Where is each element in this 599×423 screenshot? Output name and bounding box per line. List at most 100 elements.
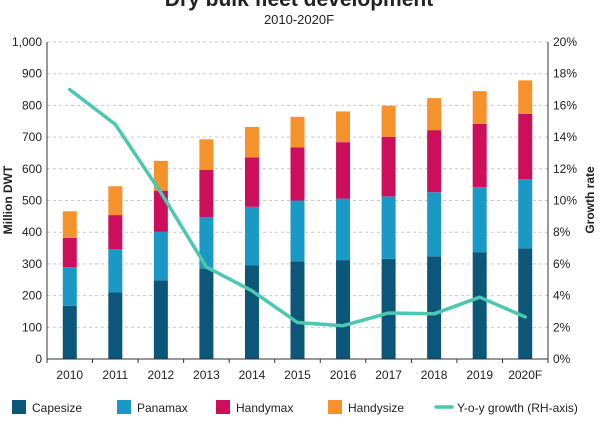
bar-panamax-2013 bbox=[199, 216, 214, 269]
y-tick-label: 700 bbox=[22, 130, 42, 144]
bar-capesize-2013 bbox=[199, 268, 214, 359]
y2-tick-label: 20% bbox=[553, 35, 577, 49]
bar-handysize-2014 bbox=[244, 126, 259, 158]
y-axis-title: Million DWT bbox=[1, 165, 15, 234]
bar-handymax-2019 bbox=[472, 123, 487, 188]
x-tick-label: 2016 bbox=[330, 368, 357, 382]
bar-handysize-2010 bbox=[62, 211, 77, 238]
y2-axis-title: Growth rate bbox=[583, 166, 597, 234]
bar-handysize-2015 bbox=[290, 116, 305, 148]
x-tick-label: 2020F bbox=[508, 368, 542, 382]
bar-handysize-2019 bbox=[472, 91, 487, 124]
y2-tick-label: 2% bbox=[553, 320, 571, 334]
y-tick-label: 900 bbox=[22, 67, 42, 81]
bar-handymax-2015 bbox=[290, 147, 305, 201]
growth-point-2012 bbox=[159, 191, 163, 195]
growth-point-2010 bbox=[68, 88, 72, 92]
x-tick-label: 2017 bbox=[375, 368, 402, 382]
y-tick-label: 200 bbox=[22, 289, 42, 303]
y-tick-label: 800 bbox=[22, 98, 42, 112]
bar-panamax-2010 bbox=[62, 267, 77, 306]
legend-label-panamax: Panamax bbox=[137, 401, 188, 415]
bar-handymax-2020f bbox=[518, 113, 533, 180]
growth-point-2013 bbox=[204, 265, 208, 269]
x-tick-label: 2015 bbox=[284, 368, 311, 382]
growth-point-2019 bbox=[478, 295, 482, 299]
growth-point-2016 bbox=[341, 324, 345, 328]
bar-handysize-2020f bbox=[518, 80, 533, 114]
bar-handymax-2014 bbox=[244, 157, 259, 207]
growth-point-2017 bbox=[387, 311, 391, 315]
chart-subtitle: 2010-2020F bbox=[264, 12, 334, 27]
legend-swatch-handymax bbox=[216, 400, 230, 414]
bar-handymax-2016 bbox=[336, 142, 351, 199]
bar-panamax-2017 bbox=[381, 196, 396, 259]
bar-capesize-2019 bbox=[472, 252, 487, 359]
x-tick-label: 2014 bbox=[239, 368, 266, 382]
growth-point-2014 bbox=[250, 289, 254, 293]
legend: Capesize Panamax Handymax Handysize Y-o-y gr… bbox=[12, 400, 578, 415]
chart-title: Dry bulk fleet development bbox=[165, 0, 433, 11]
bar-panamax-2011 bbox=[108, 249, 123, 293]
growth-line-layer bbox=[68, 87, 527, 328]
y2-tick-label: 8% bbox=[553, 225, 571, 239]
legend-swatch-panamax bbox=[117, 400, 131, 414]
y2-tick-label: 0% bbox=[553, 352, 571, 366]
legend-swatch-capesize bbox=[12, 400, 26, 414]
legend-swatch-handysize bbox=[328, 400, 342, 414]
bar-panamax-2019 bbox=[472, 187, 487, 253]
bar-handymax-2018 bbox=[427, 130, 442, 193]
bar-handysize-2013 bbox=[199, 139, 214, 170]
y2-tick-label: 10% bbox=[553, 194, 577, 208]
growth-point-2011 bbox=[113, 122, 117, 126]
bars bbox=[62, 80, 533, 359]
bar-capesize-2017 bbox=[381, 258, 396, 359]
bar-handysize-2011 bbox=[108, 186, 123, 216]
legend-label-growth: Y-o-y growth (RH-axis) bbox=[457, 401, 578, 415]
bar-handysize-2017 bbox=[381, 105, 396, 137]
y-tick-label: 400 bbox=[22, 225, 42, 239]
legend-label-capesize: Capesize bbox=[32, 401, 82, 415]
bar-panamax-2020f bbox=[518, 179, 533, 249]
y-tick-label: 0 bbox=[35, 352, 42, 366]
growth-point-2015 bbox=[296, 321, 299, 325]
y-tick-label: 600 bbox=[22, 162, 42, 176]
bar-panamax-2016 bbox=[336, 198, 351, 261]
bar-handymax-2011 bbox=[108, 215, 123, 250]
y2-tick-label: 4% bbox=[553, 289, 571, 303]
legend-label-handymax: Handymax bbox=[236, 401, 293, 415]
bar-handymax-2013 bbox=[199, 169, 214, 217]
bar-capesize-2020f bbox=[518, 248, 533, 359]
y2-tick-label: 6% bbox=[553, 257, 571, 271]
bar-panamax-2018 bbox=[427, 192, 442, 257]
x-tick-label: 2019 bbox=[466, 368, 493, 382]
bar-panamax-2012 bbox=[153, 231, 168, 281]
bar-panamax-2014 bbox=[244, 206, 259, 266]
bar-handysize-2016 bbox=[336, 111, 351, 143]
y-tick-label: 100 bbox=[22, 320, 42, 334]
bar-capesize-2018 bbox=[427, 256, 442, 359]
bar-handymax-2012 bbox=[153, 190, 168, 232]
bar-capesize-2014 bbox=[244, 265, 259, 359]
bar-capesize-2015 bbox=[290, 261, 305, 359]
x-tick-label: 2013 bbox=[193, 368, 220, 382]
bar-handysize-2018 bbox=[427, 98, 442, 131]
y2-tick-label: 12% bbox=[553, 162, 577, 176]
growth-point-2018 bbox=[432, 312, 436, 316]
bar-handysize-2012 bbox=[153, 160, 168, 191]
y-tick-label: 300 bbox=[22, 257, 42, 271]
bar-capesize-2012 bbox=[153, 280, 168, 359]
bar-panamax-2015 bbox=[290, 200, 305, 262]
y2-tick-label: 14% bbox=[553, 130, 577, 144]
bar-capesize-2010 bbox=[62, 305, 77, 359]
x-tick-label: 2011 bbox=[102, 368, 128, 382]
x-tick-label: 2010 bbox=[56, 368, 83, 382]
bar-capesize-2016 bbox=[336, 260, 351, 359]
axes: 0 0% 100 2% 200 4% 300 6% 400 8% 500 10% 600 12% 700 14… bbox=[12, 35, 577, 382]
legend-label-handysize: Handysize bbox=[348, 401, 404, 415]
y2-tick-label: 16% bbox=[553, 98, 577, 112]
x-tick-label: 2012 bbox=[148, 368, 175, 382]
bar-handymax-2017 bbox=[381, 136, 396, 197]
y-tick-label: 1,000 bbox=[12, 35, 42, 49]
